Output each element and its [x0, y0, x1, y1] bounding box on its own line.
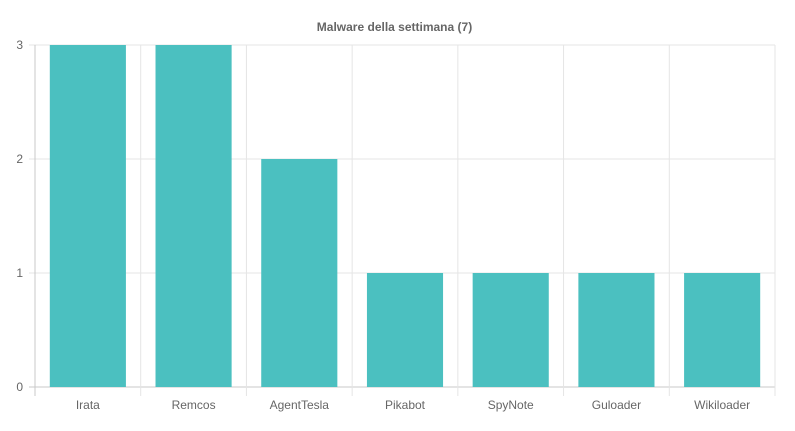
x-tick-label: AgentTesla: [270, 398, 330, 412]
x-tick-label: Wikiloader: [694, 398, 750, 412]
y-tick-label: 3: [16, 38, 23, 52]
bar-guloader: [578, 273, 655, 387]
bar-agenttesla: [261, 159, 338, 387]
chart-title: Malware della settimana (7): [316, 20, 473, 34]
bar-spynote: [472, 273, 549, 387]
bar-remcos: [155, 45, 232, 387]
bar-pikabot: [366, 273, 444, 387]
x-tick-label: Remcos: [172, 398, 216, 412]
y-tick-label: 2: [16, 152, 23, 166]
x-tick-label: Irata: [76, 398, 100, 412]
x-tick-label: SpyNote: [488, 398, 534, 412]
y-tick-label: 1: [16, 266, 23, 280]
bar-irata: [49, 45, 126, 387]
y-tick-label: 0: [16, 380, 23, 394]
x-tick-label: Pikabot: [385, 398, 426, 412]
x-tick-label: Guloader: [592, 398, 641, 412]
bar-wikiloader: [684, 273, 761, 387]
